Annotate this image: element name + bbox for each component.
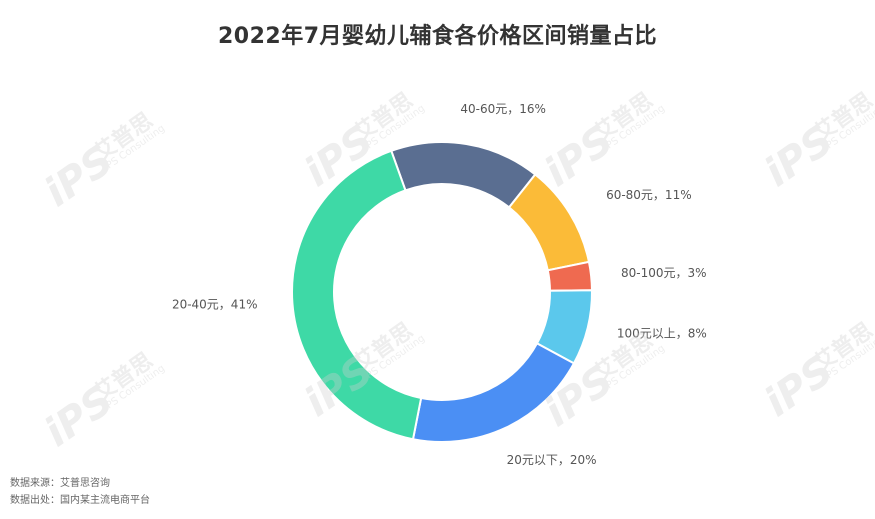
donut-slice xyxy=(291,149,423,441)
donut-slices xyxy=(291,141,594,443)
donut-slice xyxy=(411,342,576,443)
data-source: 数据来源：艾普思咨询 xyxy=(10,478,110,489)
slice-label: 20元以下，20% xyxy=(507,453,597,467)
chart-title: 2022年7月婴幼儿辅食各价格区间销量占比 xyxy=(217,24,658,49)
slice-label: 80-100元，3% xyxy=(621,266,707,280)
donut-slice xyxy=(389,141,537,209)
slice-label: 60-80元，11% xyxy=(606,188,692,202)
slice-label: 20-40元，41% xyxy=(172,298,258,312)
slice-labels: 40-60元，16% 60-80元，11% 80-100元，3% 100元以上，8% 2… xyxy=(172,102,707,467)
slice-label: 100元以上，8% xyxy=(617,326,707,340)
data-origin: 数据出处：国内某主流电商平台 xyxy=(10,495,150,506)
slice-label: 40-60元，16% xyxy=(460,102,546,116)
